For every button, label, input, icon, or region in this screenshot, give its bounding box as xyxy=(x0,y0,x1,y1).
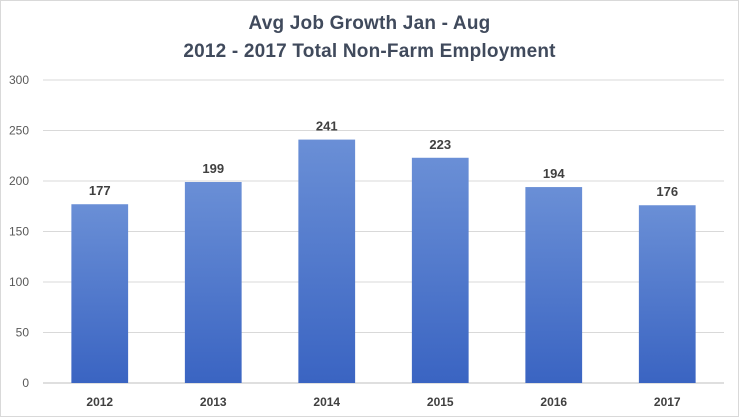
bar-2013 xyxy=(184,182,242,383)
x-tick-label-2017: 2017 xyxy=(654,395,681,409)
data-label-2015: 223 xyxy=(429,137,451,152)
y-axis: 0 50 100 150 200 250 300 xyxy=(9,73,29,390)
data-label-2014: 241 xyxy=(316,119,338,134)
y-tick-label: 100 xyxy=(9,275,29,289)
x-tick-label-2013: 2013 xyxy=(200,395,227,409)
bar-2016 xyxy=(525,187,583,383)
data-label-2013: 199 xyxy=(202,161,224,176)
chart-title: Avg Job Growth Jan - Aug xyxy=(248,13,491,34)
data-label-2016: 194 xyxy=(543,166,565,181)
gridlines xyxy=(43,79,724,384)
y-tick-label: 50 xyxy=(16,326,30,340)
data-label-2017: 176 xyxy=(656,184,678,199)
y-tick-label: 250 xyxy=(9,124,29,138)
x-tick-label-2015: 2015 xyxy=(427,395,454,409)
bar-2012 xyxy=(71,204,129,383)
y-tick-label: 150 xyxy=(9,225,29,239)
bar-2015 xyxy=(411,157,469,383)
data-label-2012: 177 xyxy=(89,183,111,198)
y-tick-label: 200 xyxy=(9,174,29,188)
x-tick-label-2016: 2016 xyxy=(540,395,567,409)
bars: 177 199 241 223 194 176 xyxy=(71,119,696,383)
x-tick-label-2014: 2014 xyxy=(313,395,340,409)
y-tick-label: 300 xyxy=(9,73,29,87)
x-tick-label-2012: 2012 xyxy=(86,395,113,409)
y-tick-label: 0 xyxy=(22,376,29,390)
bar-2017 xyxy=(638,205,696,383)
chart-subtitle: 2012 - 2017 Total Non-Farm Employment xyxy=(183,41,556,62)
x-axis: 2012 2013 2014 2015 2016 2017 xyxy=(86,395,681,409)
bar-2014 xyxy=(298,139,356,383)
